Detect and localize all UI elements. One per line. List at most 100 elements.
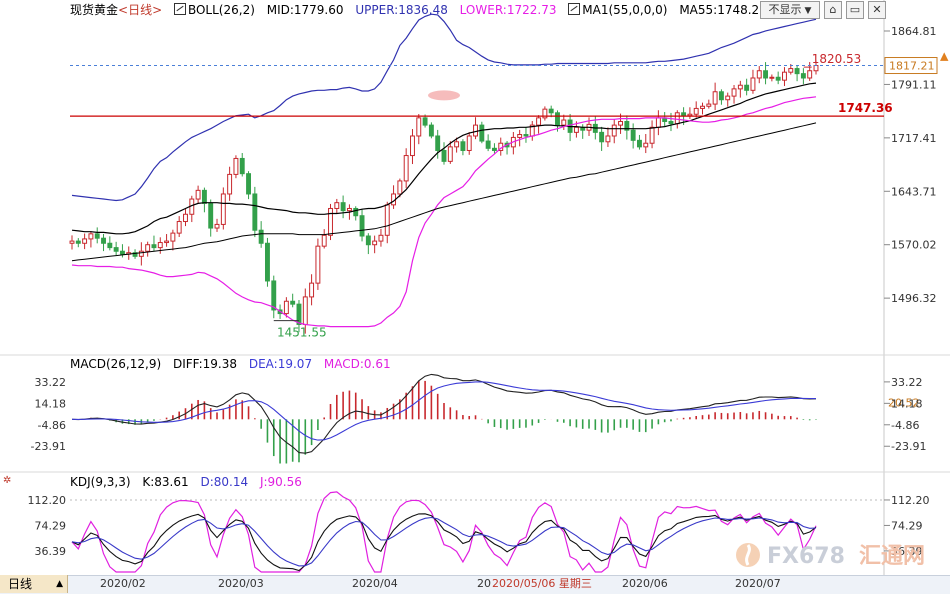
hide-dropdown[interactable]: 不显示 ▼ <box>760 1 820 19</box>
candle-body <box>561 119 567 126</box>
kdj-label[interactable]: KDJ(9,3,3) <box>70 475 131 489</box>
watermark-text: FX678 <box>767 544 845 569</box>
kdj-k-value: K:83.61 <box>142 475 189 489</box>
candle-body <box>246 173 251 195</box>
candle-body <box>315 245 321 284</box>
candle-body <box>157 242 163 249</box>
macd-value: MACD:0.61 <box>323 357 391 371</box>
boll-lower-value: LOWER:1722.73 <box>459 3 557 17</box>
candle-body <box>536 117 542 126</box>
candle-body <box>220 193 226 225</box>
candle-body <box>145 244 151 252</box>
candle-body <box>321 234 327 247</box>
close-button[interactable]: ✕ <box>868 1 886 19</box>
candle-body <box>618 120 623 126</box>
candle-body <box>706 103 712 107</box>
macd-tick-label: -23.91 <box>891 440 926 453</box>
low-label: 1451.55 <box>277 326 327 340</box>
candle-body <box>365 235 371 246</box>
candle-body <box>428 124 434 137</box>
candle-body <box>176 221 182 234</box>
macd-left-tick-label: 33.22 <box>35 376 67 389</box>
kdj-j-line <box>71 491 817 573</box>
toggle-icon[interactable] <box>568 3 581 15</box>
candle-body <box>416 117 422 137</box>
candle-body <box>164 240 170 244</box>
x-label-feb: 2020/02 <box>100 577 146 590</box>
candle-body <box>788 68 794 73</box>
candle-body <box>473 124 478 137</box>
period-tab-label: 日线 <box>8 577 33 591</box>
x-label-jul: 2020/07 <box>735 577 781 590</box>
candle-body <box>769 76 775 79</box>
kdj-j-value: J:90.56 <box>259 475 302 489</box>
kdj-tick-label: 74.29 <box>891 519 923 532</box>
candle-body <box>737 84 743 90</box>
candle-body <box>517 134 523 138</box>
candle-body <box>384 204 390 236</box>
candle-body <box>605 135 611 143</box>
candle-body <box>422 117 428 126</box>
kdj-d-value: D:80.14 <box>200 475 249 489</box>
kdj-left-tick-label: 74.29 <box>35 519 67 532</box>
candle-body <box>265 242 270 282</box>
ma-label: MA1(55,0,0,0) <box>582 3 668 17</box>
candle-body <box>119 250 125 255</box>
macd-tick-label: 33.22 <box>891 376 923 389</box>
pin-button[interactable]: ⌂ <box>824 1 842 19</box>
ma55-value: MA55:1748.2 <box>679 3 760 17</box>
kdj-tick-label: 36.39 <box>891 545 923 558</box>
price-tick-label: 1717.41 <box>891 132 937 145</box>
resistance-label: 1747.36 <box>838 101 893 115</box>
candle-body <box>252 193 258 231</box>
candle-body <box>725 95 731 101</box>
candle-body <box>718 91 724 101</box>
price-tick-label: 1791.11 <box>891 78 937 91</box>
x-crosshair-date: 2020/05/06 星期三 <box>492 576 592 592</box>
period-tab[interactable]: 日线 ▲ <box>0 575 68 593</box>
macd-legend: MACD(26,12,9) DIFF:19.38 DEA:19.07 MACD:… <box>70 357 399 371</box>
candle-body <box>712 91 718 105</box>
candle-body <box>775 76 781 81</box>
candle-body <box>340 202 346 212</box>
candle-body <box>75 240 81 244</box>
macd-tick-label: 14.18 <box>891 397 923 410</box>
candle-body <box>296 303 302 325</box>
candle-body <box>542 108 548 119</box>
x-label-jun: 2020/06 <box>622 577 668 590</box>
candle-body <box>794 68 800 75</box>
fx678-watermark: FX678 汇通网 <box>736 543 925 569</box>
boll-toggle[interactable]: BOLL(26,2) <box>173 3 255 17</box>
candle-body <box>655 117 661 128</box>
candle-body <box>214 223 220 229</box>
candle-body <box>447 146 453 162</box>
candle-body <box>668 120 674 125</box>
current-price-box <box>884 57 938 75</box>
boll-label: BOLL(26,2) <box>187 3 255 17</box>
candle-body <box>359 215 365 237</box>
restore-button[interactable]: ▭ <box>846 1 864 19</box>
macd-tick-label: -4.86 <box>891 419 919 432</box>
macd-left-tick-label: 14.18 <box>35 397 67 410</box>
restore-icon: ▭ <box>849 3 861 16</box>
candle-body <box>649 126 655 144</box>
boll-lower-line <box>71 96 817 328</box>
ma-toggle[interactable]: MA1(55,0,0,0) <box>568 3 667 17</box>
macd-left-tick-label: -23.91 <box>31 440 66 453</box>
candle-body <box>782 71 787 81</box>
macd-label[interactable]: MACD(26,12,9) <box>70 357 162 371</box>
y-axis: 1864.81 1791.11 1717.41 1643.71 1570.02 1496.… <box>884 25 937 558</box>
period-label[interactable]: <日线> <box>118 3 163 17</box>
macd-current-label: 20.52 <box>888 396 920 409</box>
ma55-line <box>71 122 817 262</box>
candle-body <box>750 77 756 91</box>
kdj-left-tick-label: 36.39 <box>35 545 67 558</box>
toggle-icon[interactable] <box>173 3 186 15</box>
candle-body <box>138 250 144 257</box>
boll-mid-line <box>71 82 817 235</box>
close-icon: ✕ <box>872 3 882 16</box>
candle-body <box>744 84 750 91</box>
boll-mid-value: MID:1779.60 <box>266 3 344 17</box>
settings-icon[interactable]: ✲ <box>3 475 12 486</box>
